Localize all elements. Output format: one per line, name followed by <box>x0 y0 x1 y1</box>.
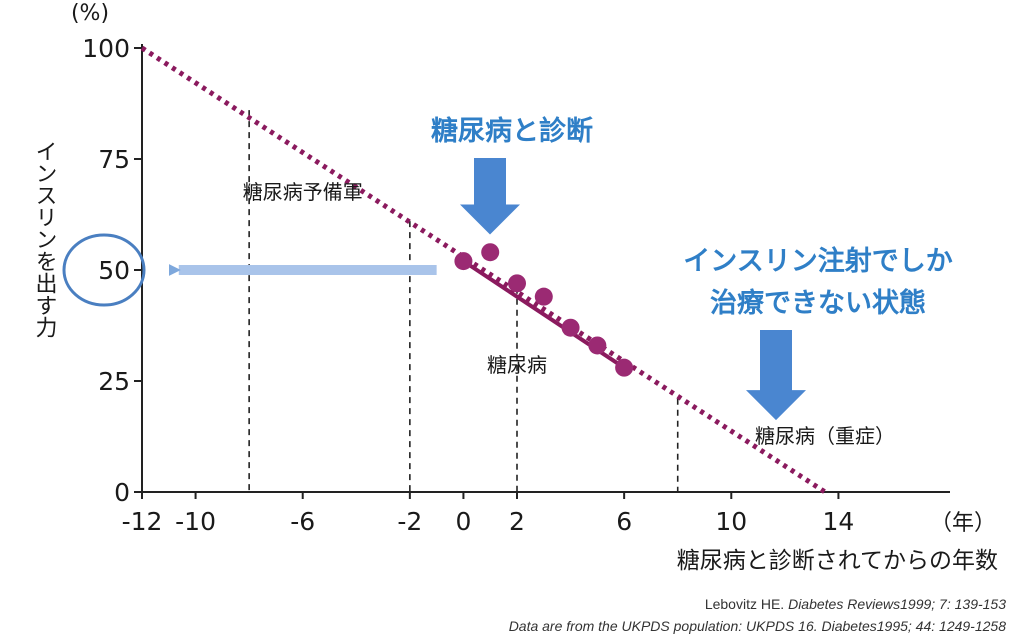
x-tick-label: -2 <box>397 507 422 536</box>
insulin-callout-line-1: インスリン注射でしか <box>683 245 952 277</box>
x-tick-label: -12 <box>122 507 163 536</box>
insulin-arrow <box>746 330 806 421</box>
citation-author: Lebovitz HE. <box>704 596 789 612</box>
data-point <box>481 243 500 262</box>
data-point <box>454 252 473 271</box>
x-axis-title: 糖尿病と診断されてからの年数 <box>677 548 998 574</box>
citation-journal: Diabetes Reviews1999; 7: 139-153 <box>788 596 1006 612</box>
citation-line-1: Lebovitz HE. Diabetes Reviews1999; 7: 13… <box>705 596 1006 612</box>
citation-source: Data are from the UKPDS population: UKPD… <box>508 618 1006 634</box>
x-tick-label: 0 <box>455 507 471 536</box>
data-point <box>561 318 580 337</box>
x-axis-unit: （年） <box>930 511 996 536</box>
data-point <box>534 287 553 306</box>
x-tick-label: -10 <box>175 507 216 536</box>
y-axis-unit: (%) <box>71 1 109 26</box>
series-group <box>140 45 827 495</box>
diagnosis-arrow <box>460 158 520 235</box>
data-point <box>588 336 607 355</box>
x-tick-label: 14 <box>823 507 855 536</box>
chart: 0 25 50 75 100 -12 -10 -6 -2 0 2 6 10 14 糖尿病と診断インスリン注… <box>32 1 999 574</box>
citation-line-2: Data are from the UKPDS population: UKPD… <box>509 618 1006 634</box>
region-label-severe: 糖尿病（重症） <box>755 424 895 448</box>
y-tick-label: 75 <box>98 145 130 174</box>
y-tick-label: 0 <box>114 478 130 507</box>
x-tick-label: 6 <box>616 507 632 536</box>
x-tick-label: 10 <box>715 507 747 536</box>
insulin-callout-line-2: 治療できない状態 <box>710 287 926 319</box>
x-tick-label: -6 <box>290 507 315 536</box>
y-axis-title: インスリンを出す力 <box>32 140 57 338</box>
data-point <box>615 358 634 377</box>
highlight-circle <box>62 233 146 307</box>
data-point <box>508 274 526 293</box>
y-tick-label: 25 <box>98 367 130 396</box>
region-label-prediabetes: 糖尿病予備軍 <box>243 180 363 204</box>
x-tick-label: 2 <box>509 507 525 536</box>
axes: 0 25 50 75 100 -12 -10 -6 -2 0 2 6 10 14 <box>82 34 950 536</box>
decline-trend-line <box>140 45 827 495</box>
diagnosis-callout: 糖尿病と診断 <box>431 115 593 147</box>
y-tick-label: 100 <box>82 34 130 63</box>
y-tick-label: 50 <box>98 256 130 285</box>
reference-lines <box>248 110 679 492</box>
region-label-diabetes: 糖尿病 <box>487 353 547 377</box>
